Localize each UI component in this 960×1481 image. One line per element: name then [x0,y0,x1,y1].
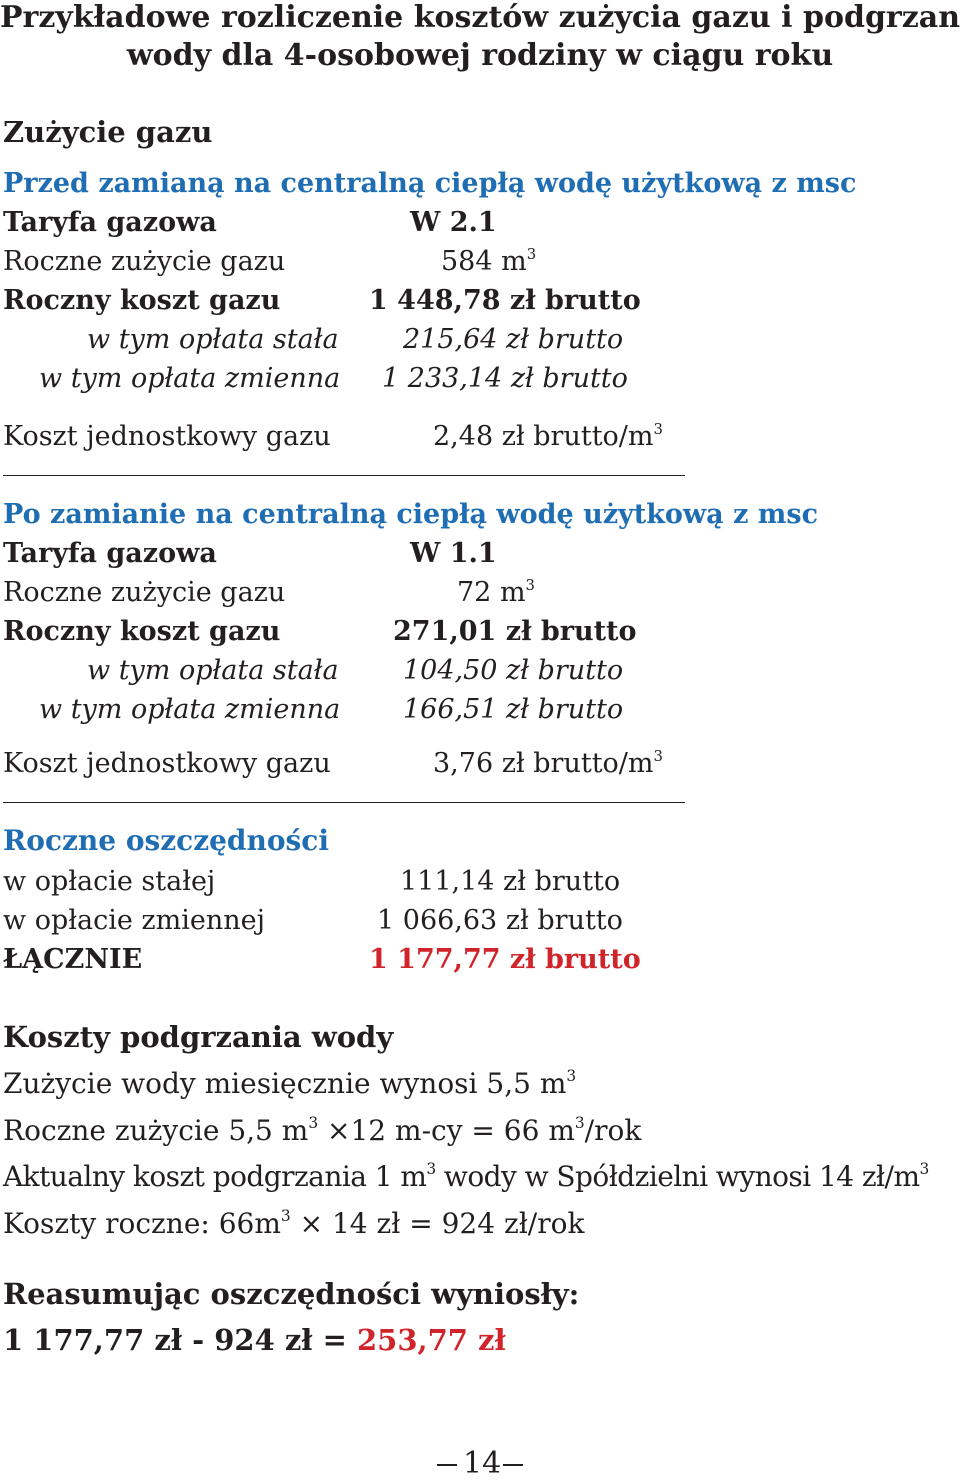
summary-result: 253,77 zł [356,1323,506,1357]
summary-equation: 1 177,77 zł - 924 zł = 253,77 zł [3,1323,506,1357]
water-monthly-usage: Zużycie wody miesięcznie wynosi 5,5 m3 [3,1067,577,1100]
gas-usage-heading: Zużycie gazu [3,115,213,149]
water-annual-cost: Koszty roczne: 66m3 × 14 zł = 924 zł/rok [3,1207,585,1240]
before-fixed-label: w tym opłata stała [87,324,339,355]
divider [3,475,685,476]
cube-superscript: 3 [653,419,663,438]
after-usage-value: 72 m3 [457,575,535,608]
water-annual-usage: Roczne zużycie 5,5 m3 ×12 m-cy = 66 m3/r… [3,1114,642,1147]
before-variable-label: w tym opłata zmienna [39,363,341,394]
after-unit-cost-label: Koszt jednostkowy gazu [3,748,331,779]
page-title-line-2: wody dla 4-osobowej rodziny w ciągu roku [126,38,834,73]
cube-superscript: 3 [526,244,537,263]
before-fixed-value: 215,64 zł brutto [403,324,624,355]
after-tariff-value: W 1.1 [410,538,497,569]
before-usage-label: Roczne zużycie gazu [3,246,286,277]
before-unit-cost-label: Koszt jednostkowy gazu [3,421,331,452]
savings-variable-label: w opłacie zmiennej [3,905,265,936]
before-cost-value: 1 448,78 zł brutto [369,285,641,316]
before-tariff-label: Taryfa gazowa [3,207,217,238]
cube-superscript: 3 [574,1114,585,1133]
after-unit-cost-value: 3,76 zł brutto/m3 [433,746,663,779]
water-heating-heading: Koszty podgrzania wody [3,1020,394,1054]
cube-superscript: 3 [653,746,663,765]
before-variable-value: 1 233,14 zł brutto [382,363,628,394]
page-number-dash-right [503,1464,523,1466]
before-unit-cost-value: 2,48 zł brutto/m3 [433,419,663,452]
cube-superscript: 3 [566,1067,577,1086]
savings-fixed-label: w opłacie stałej [3,866,216,897]
cube-superscript: 3 [919,1160,929,1179]
after-tariff-label: Taryfa gazowa [3,538,217,569]
savings-variable-value: 1 066,63 zł brutto [377,905,623,936]
savings-heading: Roczne oszczędności [3,824,329,857]
after-usage-label: Roczne zużycie gazu [3,577,286,608]
after-fixed-label: w tym opłata stała [87,655,339,686]
before-usage-value: 584 m3 [441,244,537,277]
after-cost-value: 271,01 zł brutto [393,616,637,647]
after-variable-value: 166,51 zł brutto [403,694,624,725]
water-heating-unit-cost: Aktualny koszt podgrzania 1 m3 wody w Sp… [3,1160,929,1193]
page-number-dash-left [437,1464,457,1466]
divider [3,802,685,803]
after-fixed-value: 104,50 zł brutto [403,655,624,686]
savings-total-value: 1 177,77 zł brutto [369,944,641,975]
cube-superscript: 3 [525,575,535,594]
after-variable-label: w tym opłata zmienna [39,694,341,725]
after-heading: Po zamianie na centralną ciepłą wodę uży… [3,499,819,530]
cube-superscript: 3 [308,1114,319,1133]
page-title-line-1: Przykładowe rozliczenie kosztów zużycia … [0,0,960,35]
page-number: 14 [463,1446,502,1481]
cube-superscript: 3 [426,1160,436,1179]
savings-total-label: ŁĄCZNIE [3,944,143,975]
before-tariff-value: W 2.1 [410,207,497,238]
before-heading: Przed zamianą na centralną ciepłą wodę u… [3,168,857,199]
after-cost-label: Roczny koszt gazu [3,616,281,647]
cube-superscript: 3 [280,1207,291,1226]
summary-heading: Reasumując oszczędności wyniosły: [3,1277,580,1311]
savings-fixed-value: 111,14 zł brutto [400,866,621,897]
before-cost-label: Roczny koszt gazu [3,285,281,316]
